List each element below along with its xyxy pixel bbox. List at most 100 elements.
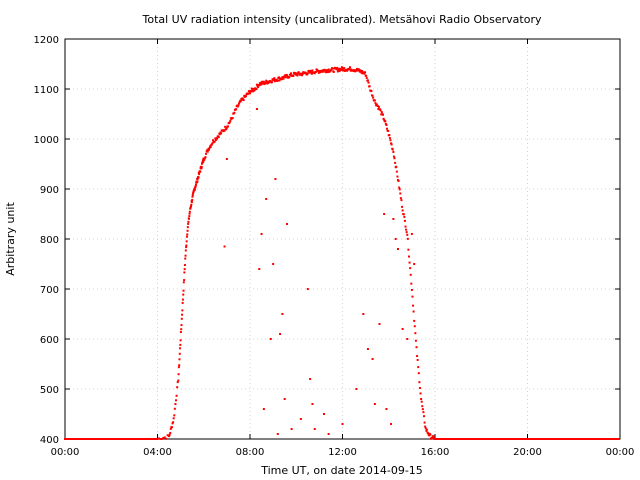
curve-point [361,69,364,72]
baseline-point [111,438,114,440]
curve-point [336,70,339,73]
curve-point [176,386,179,389]
curve-point [410,282,413,285]
curve-point [434,438,436,440]
curve-point [182,293,185,296]
curve-point [197,171,200,174]
curve-point [178,358,181,361]
dip-point [394,238,397,240]
curve-point [249,92,251,95]
baseline-point [67,438,70,440]
baseline-point [444,438,447,440]
curve-point [288,76,291,79]
baseline-point [110,438,113,440]
dip-point [341,423,344,425]
curve-point [417,372,420,375]
curve-point [284,76,287,79]
curve-point [251,90,254,93]
baseline-point [575,438,578,440]
curve-point [405,228,408,231]
baseline-point [435,438,438,440]
x-tick-label: 20:00 [513,447,542,458]
curve-point [206,149,209,152]
baseline-point [526,438,529,440]
dip-point [272,263,275,265]
curve-point [244,95,247,98]
curve-point [156,438,159,440]
curve-point [432,436,435,439]
curve-point [384,122,387,125]
curve-point [238,101,241,104]
baseline-point [75,438,78,440]
curve-point [383,118,386,121]
baseline-point [87,438,90,440]
grid-lines [65,39,620,439]
curve-point [214,137,217,140]
baseline-point [533,438,536,440]
baseline-point [616,438,619,440]
curve-point [296,74,299,77]
curve-point [421,408,424,411]
curve-point [252,87,255,90]
baseline-point [84,438,87,440]
curve-point [423,415,426,418]
curve-point [238,102,241,105]
curve-point [422,411,425,414]
baseline-point [77,438,80,440]
curve-point [218,133,221,136]
baseline-point [79,438,82,440]
curve-point [373,99,376,102]
curve-point [407,255,410,258]
baseline-point [461,438,464,440]
baseline-point [134,438,137,440]
baseline-point [480,438,483,440]
baseline-point [517,438,520,440]
curve-point [396,175,399,178]
baseline-point [101,438,103,440]
baseline-point [474,438,477,440]
dip-point [327,433,330,435]
curve-point [317,69,320,72]
curve-point [318,71,321,74]
curve-point [416,355,419,358]
baseline-point [521,438,524,440]
curve-point [200,165,203,168]
baseline-point [554,438,557,440]
y-tick-label: 400 [40,435,59,446]
baseline-point [447,438,450,440]
dip-point [311,403,314,405]
baseline-point [455,438,458,440]
curve-point [332,70,335,73]
baseline-point [462,438,465,440]
dip-point [383,213,386,215]
curve-point [194,186,197,189]
baseline-point [584,438,587,440]
curve-point [358,70,361,73]
baseline-point [566,438,569,440]
baseline-point [459,438,462,440]
baseline-point [601,438,604,440]
dip-point [276,433,279,435]
curve-point [342,69,345,72]
curve-point [173,414,176,417]
baseline-point [85,438,88,440]
baseline-point [102,438,105,440]
curve-point [197,176,200,179]
curve-point [178,364,181,367]
curve-point [306,73,309,76]
curve-point [170,426,173,429]
curve-point [417,366,420,369]
curve-point [300,72,303,75]
curve-point [243,95,246,98]
baseline-point [549,438,552,440]
baseline-point [144,438,147,440]
curve-point [214,139,217,142]
curve-point [359,69,362,72]
curve-point [266,82,269,85]
baseline-point [103,438,106,440]
curve-point [327,71,330,74]
baseline-point [540,438,543,440]
baseline-point [489,438,492,440]
baseline-point [121,438,124,440]
baseline-point [614,438,617,440]
